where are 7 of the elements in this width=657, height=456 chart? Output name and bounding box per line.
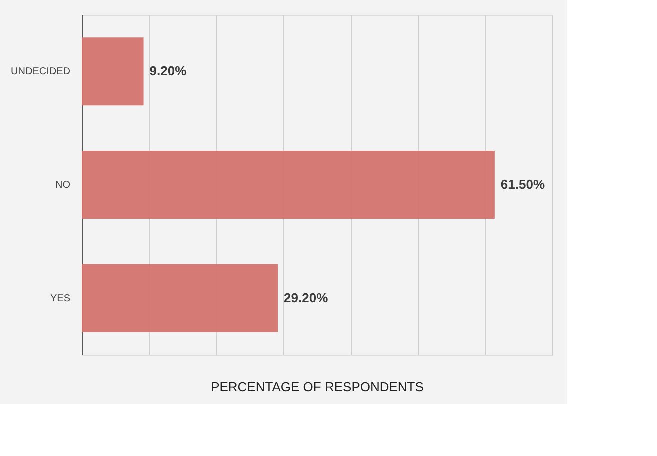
data-label: 9.20%: [150, 64, 188, 79]
y-tick-label: NO: [56, 180, 71, 191]
y-tick-label: UNDECIDED: [11, 66, 70, 78]
data-label: 29.20%: [284, 290, 329, 306]
data-label: 61.50%: [500, 177, 546, 192]
y-tick-label: YES: [50, 293, 71, 304]
x-axis-title: PERCENTAGE OF RESPONDENTS: [211, 380, 424, 394]
